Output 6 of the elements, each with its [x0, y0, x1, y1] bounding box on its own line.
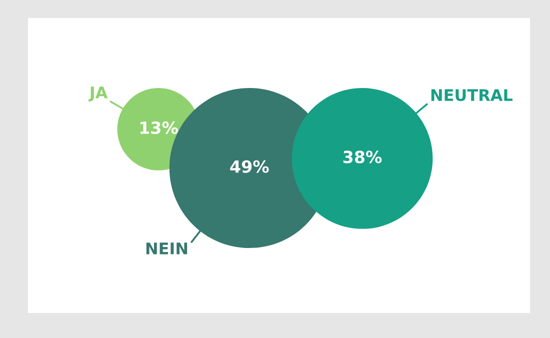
data-label: 13% — [140, 121, 178, 134]
category-label: JA — [88, 86, 108, 102]
category-label: NEUTRAL — [431, 89, 512, 102]
category-label: NEIN — [146, 242, 188, 254]
data-label: 38% — [343, 150, 382, 164]
data-label: 49% — [230, 160, 269, 173]
